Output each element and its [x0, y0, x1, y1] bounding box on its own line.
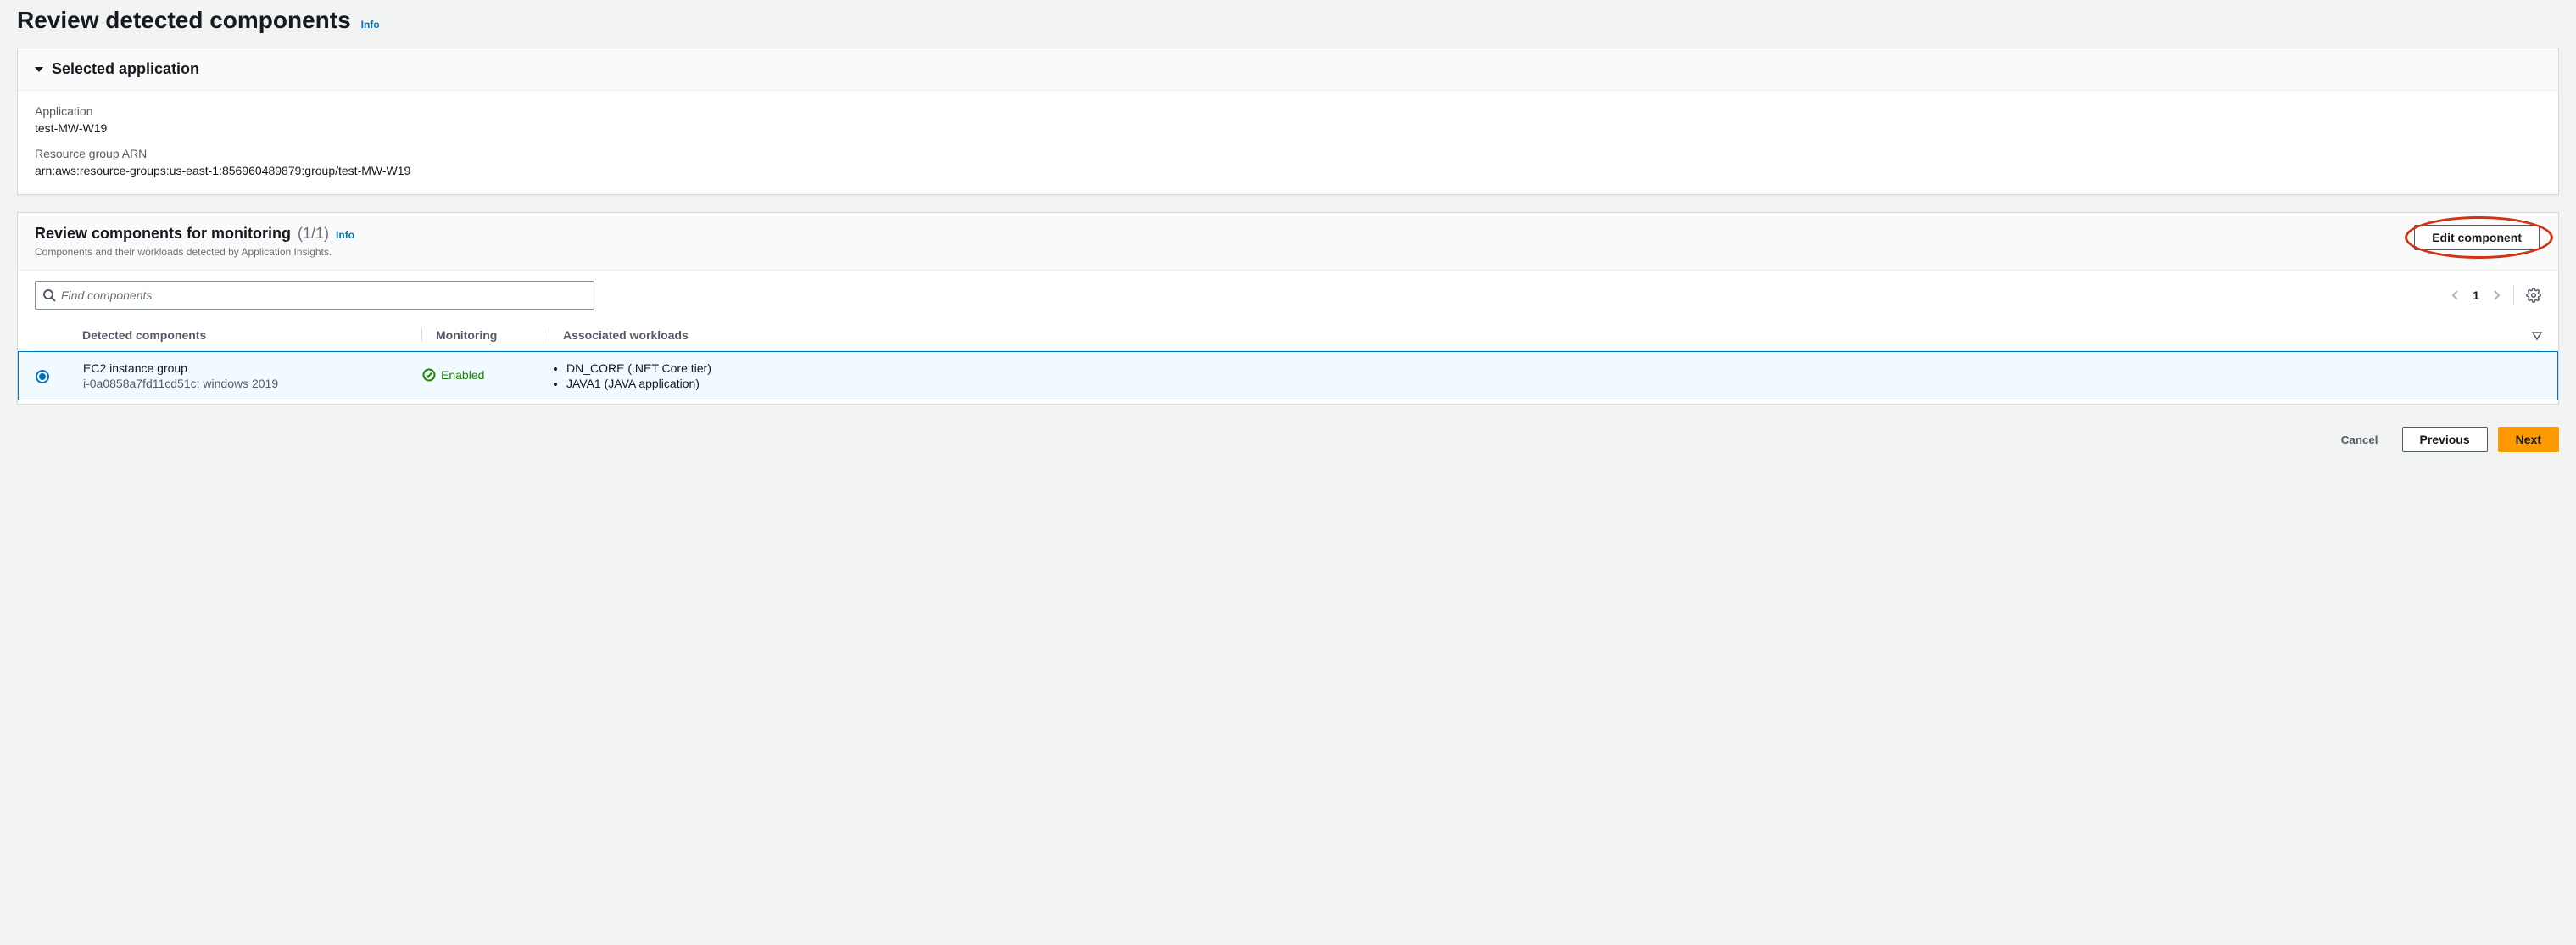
th-monitoring[interactable]: Monitoring: [421, 328, 549, 342]
chevron-left-icon: [2451, 288, 2461, 302]
list-item: DN_CORE (.NET Core tier): [566, 361, 2513, 376]
component-name: EC2 instance group: [83, 361, 409, 375]
selected-application-panel: Selected application Application test-MW…: [17, 48, 2559, 195]
selected-application-title: Selected application: [52, 60, 199, 78]
page-title: Review detected components: [17, 7, 351, 34]
divider: [2513, 285, 2514, 305]
th-associated-workloads[interactable]: Associated workloads: [549, 328, 2514, 342]
pagination-prev[interactable]: [2451, 288, 2461, 302]
application-label: Application: [35, 104, 2541, 118]
caret-down-icon: [35, 67, 43, 72]
search-icon: [42, 288, 56, 302]
components-panel: Review components for monitoring (1/1) I…: [17, 212, 2559, 405]
table-row[interactable]: EC2 instance group i-0a0858a7fd11cd51c: …: [18, 351, 2558, 400]
table-header: Detected components Monitoring Associate…: [35, 320, 2541, 351]
previous-button[interactable]: Previous: [2402, 427, 2488, 452]
monitoring-status-label: Enabled: [441, 368, 484, 382]
pagination-next[interactable]: [2491, 288, 2501, 302]
components-title: Review components for monitoring: [35, 225, 291, 243]
radio-dot-icon: [39, 373, 46, 380]
selected-application-header[interactable]: Selected application: [18, 48, 2558, 91]
row-radio[interactable]: [36, 370, 49, 383]
chevron-right-icon: [2491, 288, 2501, 302]
search-input[interactable]: [56, 285, 587, 305]
components-subtext: Components and their workloads detected …: [35, 246, 354, 258]
search-container[interactable]: [35, 281, 594, 310]
triangle-down-icon: [2531, 331, 2543, 341]
application-value: test-MW-W19: [35, 121, 2541, 135]
next-button[interactable]: Next: [2498, 427, 2559, 452]
associated-workloads-list: DN_CORE (.NET Core tier) JAVA1 (JAVA app…: [549, 361, 2513, 391]
table-settings-menu[interactable]: [2531, 331, 2541, 339]
footer-actions: Cancel Previous Next: [17, 422, 2559, 452]
monitoring-status: Enabled: [422, 368, 484, 382]
components-info-link[interactable]: Info: [336, 229, 354, 241]
resource-group-arn-label: Resource group ARN: [35, 147, 2541, 160]
settings-button[interactable]: [2526, 288, 2541, 303]
pagination-current: 1: [2473, 288, 2479, 302]
components-count: (1/1): [298, 225, 329, 243]
check-circle-icon: [422, 368, 436, 382]
page-info-link[interactable]: Info: [361, 19, 380, 31]
th-detected-components[interactable]: Detected components: [82, 328, 421, 342]
list-item: JAVA1 (JAVA application): [566, 376, 2513, 391]
cancel-button[interactable]: Cancel: [2328, 428, 2392, 451]
gear-icon: [2526, 288, 2541, 303]
component-detail: i-0a0858a7fd11cd51c: windows 2019: [83, 377, 409, 390]
resource-group-arn-value: arn:aws:resource-groups:us-east-1:856960…: [35, 164, 2541, 177]
edit-component-button[interactable]: Edit component: [2414, 225, 2540, 250]
